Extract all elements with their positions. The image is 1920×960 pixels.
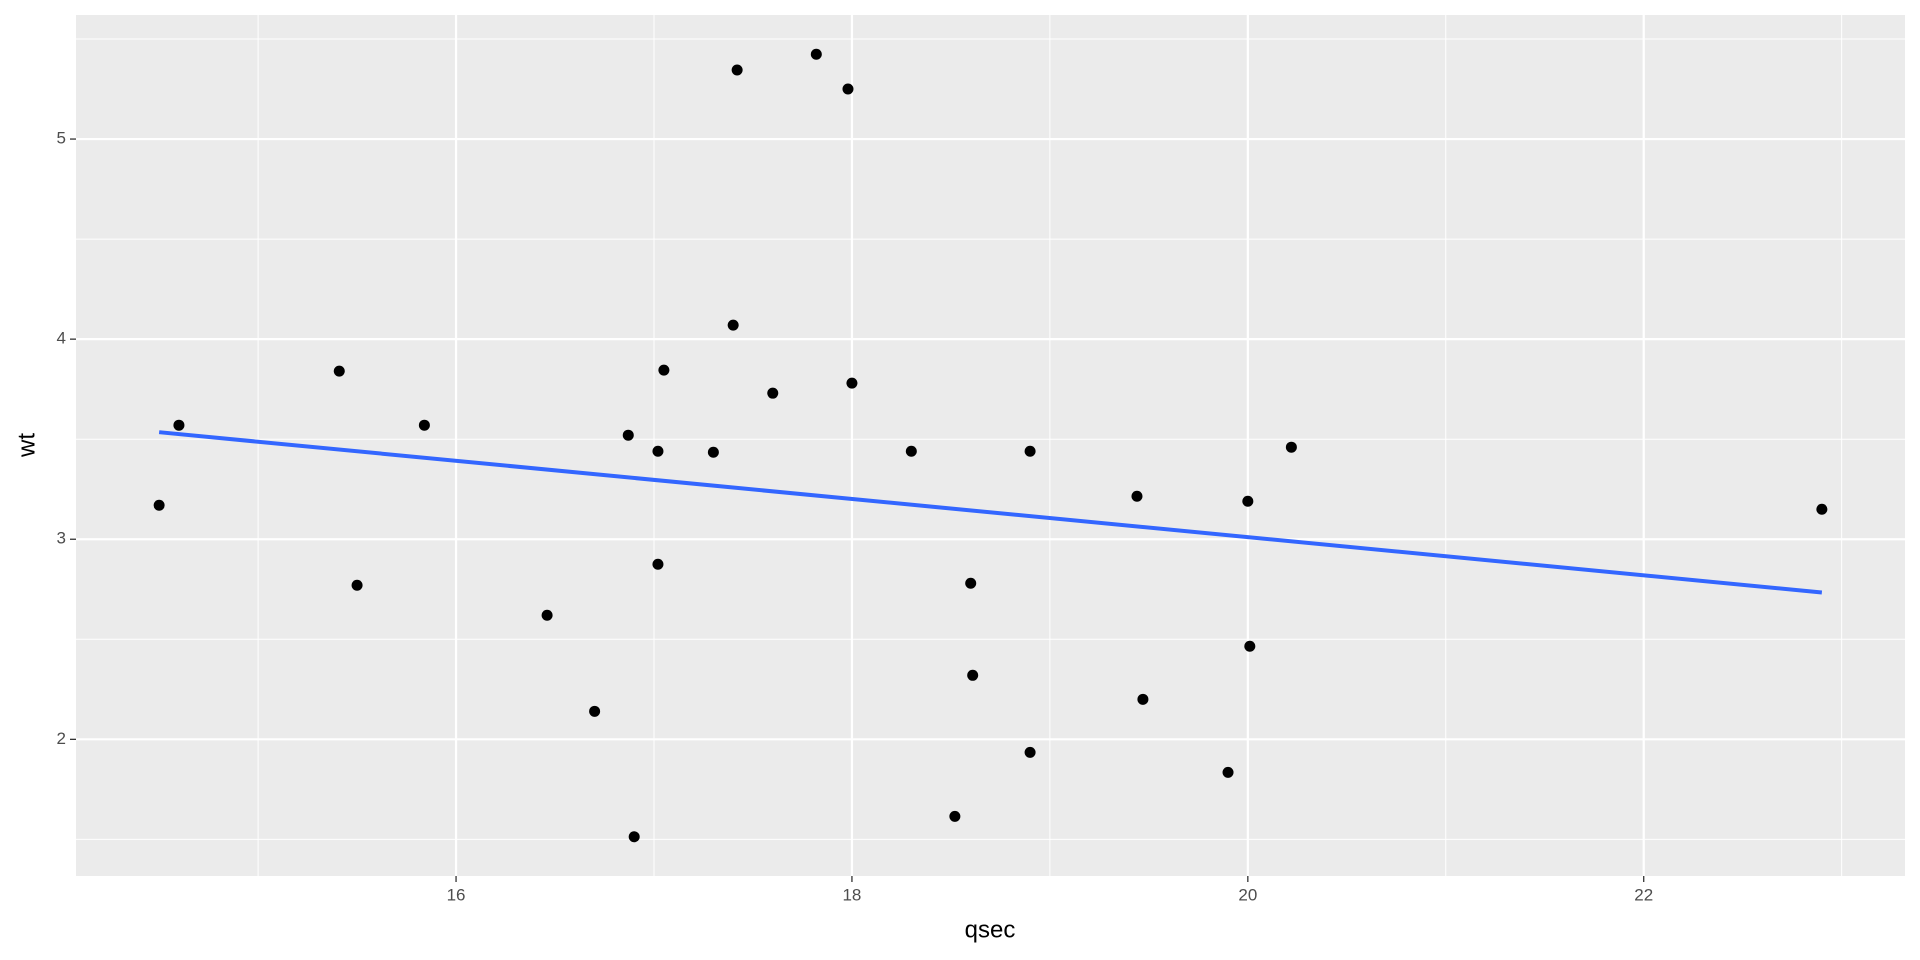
point	[1285, 441, 1297, 453]
point	[351, 579, 363, 591]
plot-panel	[76, 15, 1905, 876]
point	[589, 705, 601, 717]
point	[1242, 495, 1254, 507]
point	[965, 577, 977, 589]
y-tick-label: 4	[57, 329, 66, 348]
point	[333, 365, 345, 377]
point	[767, 387, 779, 399]
x-tick-label: 16	[447, 885, 466, 904]
y-tick-label: 3	[57, 529, 66, 548]
y-tick-label: 2	[57, 729, 66, 748]
point	[658, 364, 670, 376]
point	[1244, 640, 1256, 652]
point	[1816, 503, 1828, 515]
point	[707, 446, 719, 458]
x-axis-title: qsec	[965, 916, 1016, 943]
y-tick-label: 5	[57, 129, 66, 148]
y-axis-title: wt	[13, 433, 40, 458]
x-tick-label: 20	[1238, 885, 1257, 904]
point	[727, 319, 739, 331]
point	[1024, 445, 1036, 457]
point	[967, 669, 979, 681]
point	[1137, 693, 1149, 705]
point	[1024, 746, 1036, 758]
x-tick-label: 18	[842, 885, 861, 904]
point	[846, 377, 858, 389]
point	[173, 419, 185, 431]
point	[949, 810, 961, 822]
point	[1131, 490, 1143, 502]
point	[418, 419, 430, 431]
point	[628, 831, 640, 843]
point	[652, 445, 664, 457]
point	[810, 48, 822, 60]
point	[842, 83, 854, 95]
x-tick-label: 22	[1634, 885, 1653, 904]
fit-line	[158, 430, 1823, 595]
point	[622, 429, 634, 441]
point	[731, 64, 743, 76]
point	[905, 445, 917, 457]
point	[652, 558, 664, 570]
point	[153, 499, 165, 511]
point	[541, 609, 553, 621]
point	[1222, 766, 1234, 778]
